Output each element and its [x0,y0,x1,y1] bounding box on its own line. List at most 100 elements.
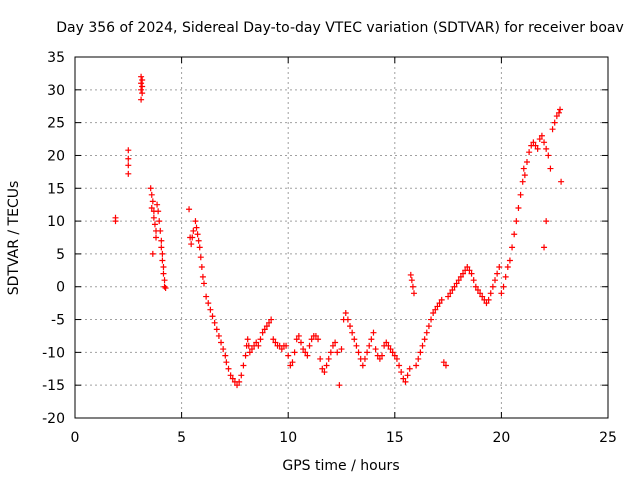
y-tick-label: 10 [47,214,65,230]
data-point [520,165,527,172]
data-point [125,147,132,154]
data-point [359,362,366,369]
data-point [351,336,358,343]
data-point [150,214,157,221]
data-point [543,145,550,152]
data-point [220,346,227,353]
y-tick-label: 0 [56,280,65,296]
y-tick-label: 15 [47,181,65,197]
data-point [139,90,146,97]
data-point [209,313,216,320]
data-point [266,319,273,326]
data-point [451,283,458,290]
data-point [513,218,520,225]
data-point [138,73,145,80]
data-point [460,270,467,277]
data-point [487,290,494,297]
data-point [138,86,145,93]
data-point [364,349,371,356]
data-point [159,257,166,264]
data-point [549,126,556,133]
data-point [494,270,501,277]
data-point [268,316,275,323]
data-point [355,349,362,356]
data-point [538,132,545,139]
data-point [498,290,505,297]
data-point [406,365,413,372]
data-point [383,339,390,346]
data-point [160,264,167,271]
data-point [312,332,319,339]
data-point [289,359,296,366]
data-point [325,355,332,362]
data-point [526,149,533,156]
data-point [353,342,360,349]
data-point [408,277,415,284]
data-point [323,362,330,369]
data-point [285,352,292,359]
data-point [532,142,539,149]
data-point [485,296,492,303]
x-tick-label: 25 [599,430,617,446]
data-point [489,283,496,290]
data-point [376,355,383,362]
data-point [349,329,356,336]
data-point [112,218,119,225]
data-point [332,339,339,346]
data-point [138,96,145,103]
data-point [541,244,548,251]
data-point [327,349,334,356]
data-point [492,277,499,284]
data-point [246,349,253,356]
y-tick-label: -15 [42,378,65,394]
data-point [157,227,164,234]
data-point [496,264,503,271]
data-point [158,244,165,251]
data-point [300,346,307,353]
data-point [417,349,424,356]
data-point [432,306,439,313]
data-point [192,218,199,225]
data-point [440,359,447,366]
y-tick-label: -10 [42,345,65,361]
data-point [317,355,324,362]
data-point [125,162,132,169]
data-point [148,191,155,198]
data-point [213,326,220,333]
y-tick-labels: -20 -15 -10 -5 0 5 10 15 20 25 30 35 [42,50,65,427]
x-tick-label: 15 [386,430,404,446]
data-point [344,316,351,323]
data-point [385,342,392,349]
data-point [419,342,426,349]
data-point [509,244,516,251]
data-point [225,365,232,372]
data-point [297,339,304,346]
data-point [500,283,507,290]
data-point [336,382,343,389]
data-point [466,267,473,274]
data-point [413,362,420,369]
data-point [188,241,195,248]
data-point [511,231,518,238]
data-point [396,362,403,369]
data-point [541,139,548,146]
data-point [449,287,456,294]
axis-ticks [74,56,609,419]
data-point [151,221,158,228]
data-point [156,218,163,225]
data-point [244,336,251,343]
data-point [347,323,354,330]
data-point [149,198,156,205]
data-point [193,224,200,231]
data-point [370,329,377,336]
x-tick-label: 20 [492,430,510,446]
data-point [534,145,541,152]
data-point [149,250,156,257]
data-point [197,254,204,261]
data-point [334,349,341,356]
data-point [278,346,285,353]
data-point [195,237,202,244]
data-point [272,339,279,346]
data-point [295,332,302,339]
